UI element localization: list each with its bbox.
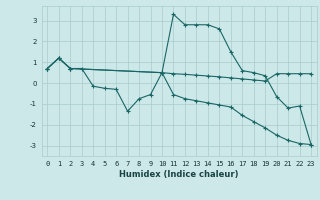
X-axis label: Humidex (Indice chaleur): Humidex (Indice chaleur) [119, 170, 239, 179]
